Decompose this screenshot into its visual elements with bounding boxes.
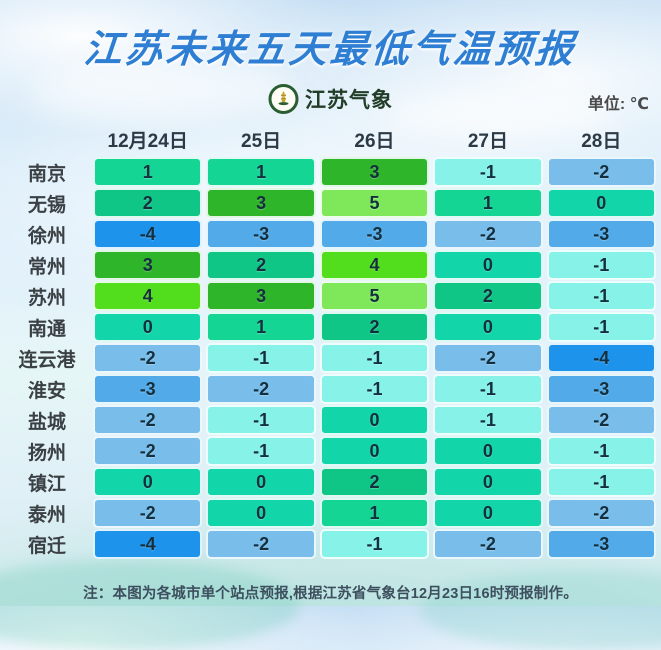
temperature-cell: -3	[206, 219, 316, 249]
temperature-cell: -1	[319, 374, 430, 404]
temperature-cell: 0	[433, 467, 543, 497]
temperature-cell: -2	[93, 405, 203, 435]
temperature-cell: -1	[433, 157, 543, 187]
row-label-city: 盐城	[27, 411, 66, 433]
temperature-cell: 2	[319, 467, 430, 497]
temperature-cell: 0	[319, 405, 430, 435]
temperature-cell: 0	[206, 498, 316, 528]
temperature-cell: 0	[433, 250, 543, 280]
temperature-cell: 3	[206, 281, 316, 311]
temperature-cell: -2	[433, 343, 543, 373]
temperature-cell: -1	[319, 529, 430, 559]
row-label-city: 苏州	[27, 287, 66, 309]
temperature-cell: -2	[433, 219, 543, 249]
column-header-date: 12月24日	[107, 131, 188, 152]
temperature-cell: -2	[546, 405, 656, 435]
temperature-cell: -1	[206, 436, 316, 466]
column-header-date: 25日	[241, 131, 282, 152]
temperature-cell: 4	[93, 281, 203, 311]
temperature-cell: 2	[319, 312, 430, 342]
temperature-cell: -1	[546, 467, 656, 497]
temperature-cell: 1	[433, 188, 543, 218]
temperature-cell: -1	[206, 405, 316, 435]
temperature-cell: -1	[546, 250, 656, 280]
footer-note: 注：本图为各城市单个站点预报,根据江苏省气象台12月23日16时预报制作。	[83, 586, 578, 602]
temperature-cell: -3	[319, 219, 430, 249]
row-label-city: 淮安	[27, 380, 66, 402]
temperature-cell: 0	[93, 467, 203, 497]
row-label-city: 徐州	[27, 225, 66, 247]
temperature-cell: -1	[206, 343, 316, 373]
temperature-cell: 0	[93, 312, 203, 342]
temperature-cell: -2	[206, 529, 316, 559]
temperature-cell: 5	[319, 281, 430, 311]
column-header-date: 28日	[581, 131, 622, 152]
temperature-cell: 3	[93, 250, 203, 280]
page-title: 江苏未来五天最低气温预报	[82, 29, 578, 71]
temperature-cell: 1	[319, 498, 430, 528]
row-label-city: 宿迁	[27, 535, 66, 557]
row-label-city: 镇江	[27, 473, 66, 495]
temperature-cell: 0	[206, 467, 316, 497]
temperature-cell: 0	[433, 498, 543, 528]
row-label-city: 南京	[27, 163, 66, 185]
temperature-cell: -2	[93, 436, 203, 466]
temperature-cell: 2	[93, 188, 203, 218]
temperature-cell: 0	[546, 188, 656, 218]
temperature-cell: 0	[319, 436, 430, 466]
temperature-cell: -1	[546, 436, 656, 466]
temperature-cell: -2	[433, 529, 543, 559]
column-header-date: 27日	[467, 131, 508, 152]
temperature-cell: 0	[433, 312, 543, 342]
temperature-cell: 1	[93, 157, 203, 187]
temperature-cell: -4	[546, 343, 656, 373]
temperature-cell: 2	[206, 250, 316, 280]
brand: 江苏气象	[268, 84, 393, 114]
brand-name: 江苏气象	[305, 89, 393, 112]
temperature-cell: 4	[319, 250, 430, 280]
jiangsu-meteorology-badge-icon	[268, 84, 298, 114]
row-label-city: 南通	[27, 318, 66, 340]
temperature-cell: -3	[93, 374, 203, 404]
temperature-cell: 0	[433, 436, 543, 466]
row-label-city: 泰州	[27, 504, 66, 526]
hill-decoration	[0, 560, 300, 650]
temperature-cell: 3	[206, 188, 316, 218]
cloud-decoration	[30, 60, 290, 120]
temperature-cell: -4	[93, 219, 203, 249]
subheader: 江苏气象 单位: ℃	[0, 84, 661, 116]
temperature-cell: -1	[433, 405, 543, 435]
row-label-city: 扬州	[27, 442, 66, 464]
unit-label: 单位: ℃	[587, 96, 649, 113]
temperature-cell: -3	[546, 529, 656, 559]
temperature-cell: -3	[546, 374, 656, 404]
temperature-table: 12月24日 25日 26日 27日 28日 南京 1 1 3 -1 -2 无锡 2 3 5 1 0 徐州 -4 -3…	[5, 126, 656, 559]
temperature-cell: 3	[319, 157, 430, 187]
temperature-cell: 1	[206, 312, 316, 342]
temperature-cell: -2	[206, 374, 316, 404]
temperature-cell: -2	[93, 498, 203, 528]
temperature-cell: -1	[546, 312, 656, 342]
row-label-city: 无锡	[27, 194, 66, 216]
temperature-cell: -2	[546, 498, 656, 528]
temperature-cell: -3	[546, 219, 656, 249]
column-header-date: 26日	[354, 131, 395, 152]
temperature-cell: 2	[433, 281, 543, 311]
row-label-city: 常州	[27, 256, 66, 278]
temperature-cell: 5	[319, 188, 430, 218]
row-label-city: 连云港	[18, 349, 76, 371]
temperature-cell: -1	[433, 374, 543, 404]
temperature-cell: -4	[93, 529, 203, 559]
temperature-cell: 1	[206, 157, 316, 187]
temperature-cell: -1	[546, 281, 656, 311]
cloud-decoration	[380, 90, 620, 140]
temperature-cell: -2	[546, 157, 656, 187]
temperature-cell: -1	[319, 343, 430, 373]
temperature-cell: -2	[93, 343, 203, 373]
